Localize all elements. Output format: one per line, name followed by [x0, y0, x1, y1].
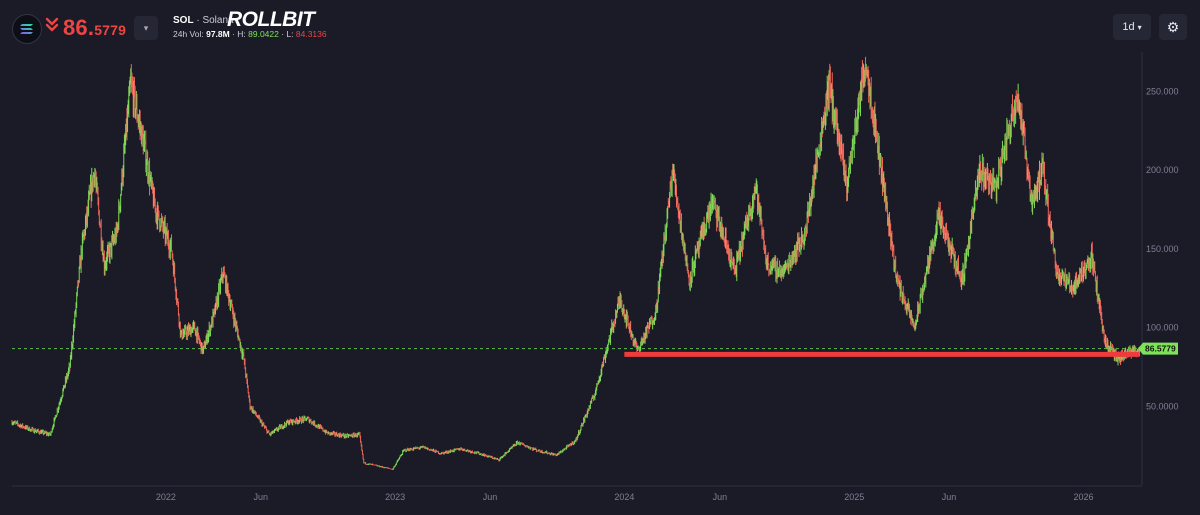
- overlays-group: [12, 348, 1140, 357]
- y-tick-label: 150.000: [1146, 244, 1179, 254]
- hi-value: 89.0422: [248, 29, 279, 39]
- x-axis: 2022 Jun 2023 Jun 2024 Jun 2025 Jun 2026: [12, 485, 1142, 502]
- price-tag-shape: [1138, 342, 1178, 355]
- solana-logo-icon: [12, 14, 42, 44]
- current-price-tag: 86.5779: [1138, 342, 1178, 355]
- lo-label: · L:: [278, 29, 296, 39]
- y-axis: 50.0000 100.000 150.000 200.000 250.000 86.57…: [1138, 52, 1179, 485]
- y-tick-label: 100.000: [1146, 323, 1179, 333]
- current-price: 86.5779: [63, 15, 126, 41]
- x-tick-label: Jun: [483, 492, 498, 502]
- y-tick-label: 250.000: [1146, 86, 1179, 96]
- x-tick-label: Jun: [253, 492, 268, 502]
- double-chevron-down-icon: [45, 17, 59, 33]
- caret-down-icon: ▾: [143, 23, 149, 33]
- caret-down-icon: ▾: [1137, 23, 1142, 32]
- interval-select[interactable]: 1d ▾: [1113, 14, 1151, 40]
- x-tick-label: 2023: [385, 492, 405, 502]
- interval-label: 1d: [1122, 21, 1135, 33]
- stats-line: 24h Vol: 97.8M · H: 89.0422 · L: 84.3136: [173, 29, 327, 39]
- x-tick-label: 2024: [614, 492, 634, 502]
- vol-label: 24h Vol:: [173, 29, 207, 39]
- gear-icon: ⚙: [1166, 19, 1180, 35]
- x-tick-label: 2022: [156, 492, 176, 502]
- pair-title: SOL · Solana: [173, 15, 234, 26]
- price-decimals: 5779: [94, 22, 127, 38]
- candles-group: [11, 56, 1140, 470]
- vol-value: 97.8M: [206, 29, 230, 39]
- brand-logo: ROLLBIT: [227, 8, 315, 31]
- price-main: 86.: [63, 15, 95, 40]
- y-tick-label: 50.0000: [1146, 401, 1179, 411]
- lo-value: 84.3136: [295, 29, 327, 39]
- price-tag-label: 86.5779: [1145, 344, 1176, 354]
- x-tick-label: 2026: [1073, 492, 1093, 502]
- pair-dropdown-button[interactable]: ▾: [134, 16, 158, 40]
- pair-name: Solana: [202, 15, 234, 26]
- pair-symbol: SOL: [173, 15, 194, 26]
- x-tick-label: Jun: [942, 492, 957, 502]
- hi-label: · H:: [229, 29, 249, 39]
- x-tick-label: Jun: [713, 492, 728, 502]
- header: 86.5779 ▾ SOL · Solana ROLLBIT 24h Vol: …: [0, 0, 1200, 56]
- y-tick-label: 200.000: [1146, 165, 1179, 175]
- x-tick-label: 2025: [844, 492, 864, 502]
- settings-button[interactable]: ⚙: [1159, 14, 1187, 40]
- pair-separator: ·: [193, 15, 203, 26]
